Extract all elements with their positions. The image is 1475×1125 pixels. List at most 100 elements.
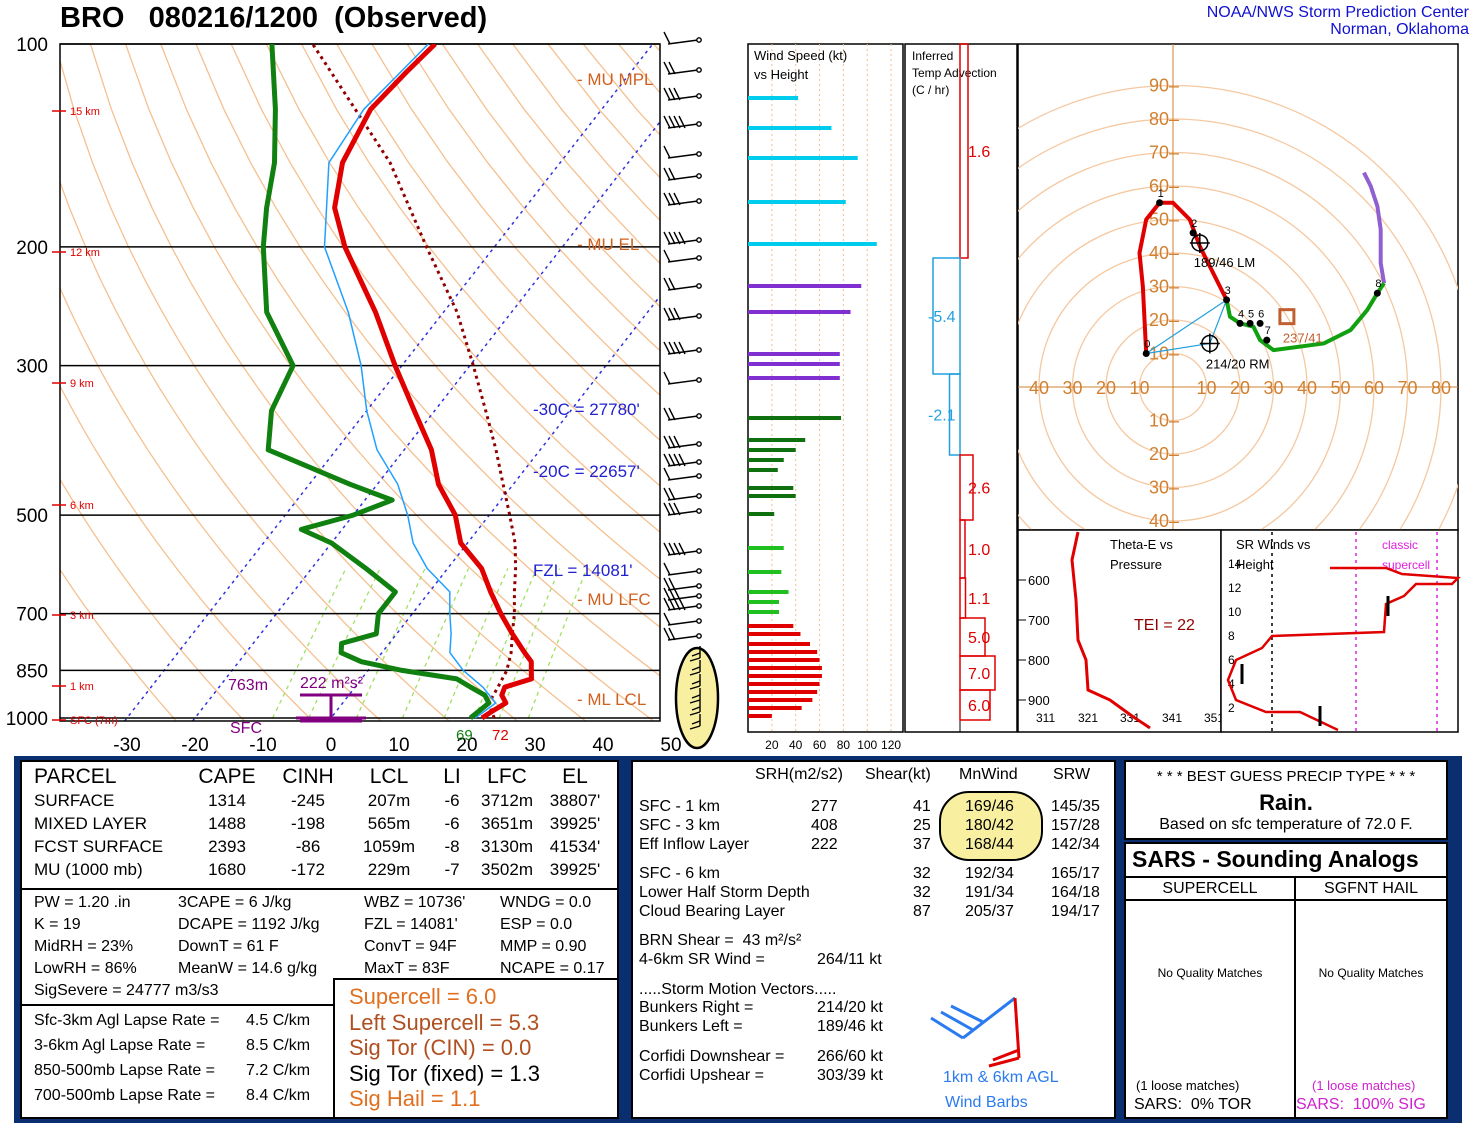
parcel-cell: 1488	[208, 813, 246, 833]
temp-advection-title: Temp Advection	[912, 66, 997, 80]
parcel-row: FCST SURFACE 2393 -86 1059m -8 3130m 41534'	[34, 835, 608, 858]
hodograph-height-point	[1156, 199, 1164, 207]
parcel-cell: 3502m	[481, 859, 533, 879]
kinematic-cell: Eff Inflow Layer	[639, 836, 749, 853]
theta-e-y-tick: 700	[1028, 613, 1050, 628]
temp-advection-frame	[904, 43, 1018, 733]
parcel-cell: 3130m	[481, 836, 533, 856]
wind-barbs-highlighted	[689, 646, 701, 730]
temp-advection-title: Inferred	[912, 49, 953, 63]
parcel-row: MIXED LAYER 1488 -198 565m -6 3651m 39925'	[34, 812, 608, 835]
hodograph-height-label: 8	[1375, 278, 1381, 290]
barb-6km-flag	[988, 1056, 1020, 1068]
height-label: 12 km	[70, 247, 100, 259]
theta-e-y-tick: 800	[1028, 653, 1050, 668]
hodograph-height-label: 5	[1248, 308, 1254, 320]
wind-speed-title-1: Wind Speed (kt)	[754, 48, 847, 63]
parcel-cell: 229m	[367, 859, 411, 879]
storm-motion-label: Bunkers Left =	[639, 1018, 743, 1035]
wind-speed-panel: 20 40 60 80 100 120	[747, 43, 904, 752]
storm-motion-label: Bunkers Right =	[639, 999, 754, 1016]
theta-e-title: Theta-E vs	[1110, 537, 1173, 552]
wind-speed-tick-label: 60	[813, 738, 827, 752]
indices-block: PW = 1.20 .in K = 19 MidRH = 23% LowRH = 86…	[22, 890, 617, 999]
lapse-rate-value: 8.5 C/km	[246, 1037, 311, 1054]
kinematic-cell: 37	[913, 836, 931, 853]
srh-triangle	[1145, 299, 1227, 354]
temp-tick-label: 50	[660, 735, 681, 756]
kinematic-cell: 194/17	[1051, 903, 1100, 920]
height-label: 6 km	[70, 500, 94, 512]
lapse-rate-value: 4.5 C/km	[246, 1012, 311, 1029]
temp-advection-bar	[959, 43, 969, 259]
parcel-cell: 1314	[208, 790, 246, 810]
temp-tick-label: 10	[388, 735, 409, 756]
index-value: LowRH = 86%	[34, 960, 137, 977]
dry-adiabat	[60, 58, 519, 721]
index-value: FZL = 14081'	[364, 916, 458, 933]
parcel-indices-panel: PARCEL CAPE CINH LCL LI LFC EL SURFACE 13…	[20, 760, 619, 1119]
lapse-rate-label: 700-500mb Lapse Rate =	[34, 1087, 216, 1104]
sars-tor: SARS: 0% TOR	[1134, 1096, 1252, 1113]
parcel-cell: -6	[444, 790, 460, 810]
hodograph-height-label: 4	[1238, 308, 1244, 320]
mixing-ratio-line	[355, 568, 426, 719]
sr-winds-y-tick: 8	[1228, 629, 1235, 643]
index-value: 3CAPE = 6 J/kg	[178, 894, 292, 911]
kinematics-panel: SRH(m2/s2) Shear(kt) MnWind SRW SFC - 1 …	[631, 760, 1116, 1119]
wind-barb	[663, 145, 702, 159]
minus20c-height-label: -20C = 22657'	[533, 462, 640, 481]
index-value: MidRH = 23%	[34, 938, 134, 955]
pressure-tick-label: 200	[16, 238, 48, 259]
isotherm	[327, 294, 660, 721]
wind-speed-tick-label: 40	[789, 738, 803, 752]
dry-adiabat	[124, 44, 655, 721]
dry-adiabat	[60, 568, 178, 721]
sr-winds-frame	[1220, 529, 1459, 733]
kinematic-cell: 222	[811, 836, 838, 853]
hodograph-height-label: 1	[1158, 188, 1164, 200]
hodograph-trace-lower	[1137, 200, 1229, 354]
hodograph-height-point	[1142, 350, 1150, 357]
temp-advection-value: 1.6	[968, 144, 990, 161]
kinematic-cell: 168/44	[965, 836, 1014, 853]
sr-winds-y-tick: 10	[1228, 605, 1242, 619]
index-value: DCAPE = 1192 J/kg	[178, 916, 320, 933]
hodograph-y-tick: 40–	[1149, 243, 1179, 263]
index-value: K = 19	[34, 916, 81, 933]
temp-tick-label: -10	[249, 735, 276, 756]
wind-barb	[689, 700, 701, 716]
wind-barb	[663, 435, 702, 449]
lapse-rate-value: 7.2 C/km	[246, 1062, 311, 1079]
kinematic-cell: 191/34	[965, 884, 1014, 901]
wind-barb	[663, 341, 702, 355]
wind-barb	[663, 249, 702, 263]
parcel-cell: 565m	[367, 813, 411, 833]
sr-winds-y-tick: 14	[1228, 557, 1242, 571]
index-value: WBZ = 10736'	[364, 894, 466, 911]
hodograph-x-tick: 10	[1196, 378, 1216, 398]
eff-srh-label: 222 m²s²	[300, 675, 364, 692]
parcel-cell: -8	[444, 836, 460, 856]
lm-label: 189/46 LM	[1194, 255, 1255, 270]
mu-lfc-label: - MU LFC	[577, 590, 651, 609]
parcel-table: PARCEL CAPE CINH LCL LI LFC EL SURFACE 13…	[34, 765, 608, 881]
wind-barb	[663, 115, 702, 129]
theta-e-frame	[1017, 529, 1222, 733]
kinematic-cell: 180/42	[965, 817, 1014, 834]
hodograph-trace-upper	[1362, 171, 1387, 284]
theta-e-x-tick: 311	[1036, 711, 1055, 725]
sr-winds-title: SR Winds vs	[1236, 537, 1311, 552]
sr-winds-panel: SR Winds vs Height classic supercell 2 4 6 8 10 1…	[1220, 529, 1461, 733]
barb-1km-staff	[962, 996, 1016, 1040]
brn-shear: BRN Shear = 43 m²/s²	[639, 932, 802, 949]
srh-triangle	[1146, 342, 1210, 355]
index-value: WNDG = 0.0	[500, 894, 592, 911]
temp-tick-label: 40	[592, 735, 613, 756]
hodograph-height-point	[1263, 336, 1271, 344]
kinematic-cell: 157/28	[1051, 817, 1100, 834]
dry-adiabat	[230, 44, 660, 581]
wind-barb	[663, 61, 702, 75]
index-value: MeanW = 14.6 g/kg	[178, 960, 318, 977]
